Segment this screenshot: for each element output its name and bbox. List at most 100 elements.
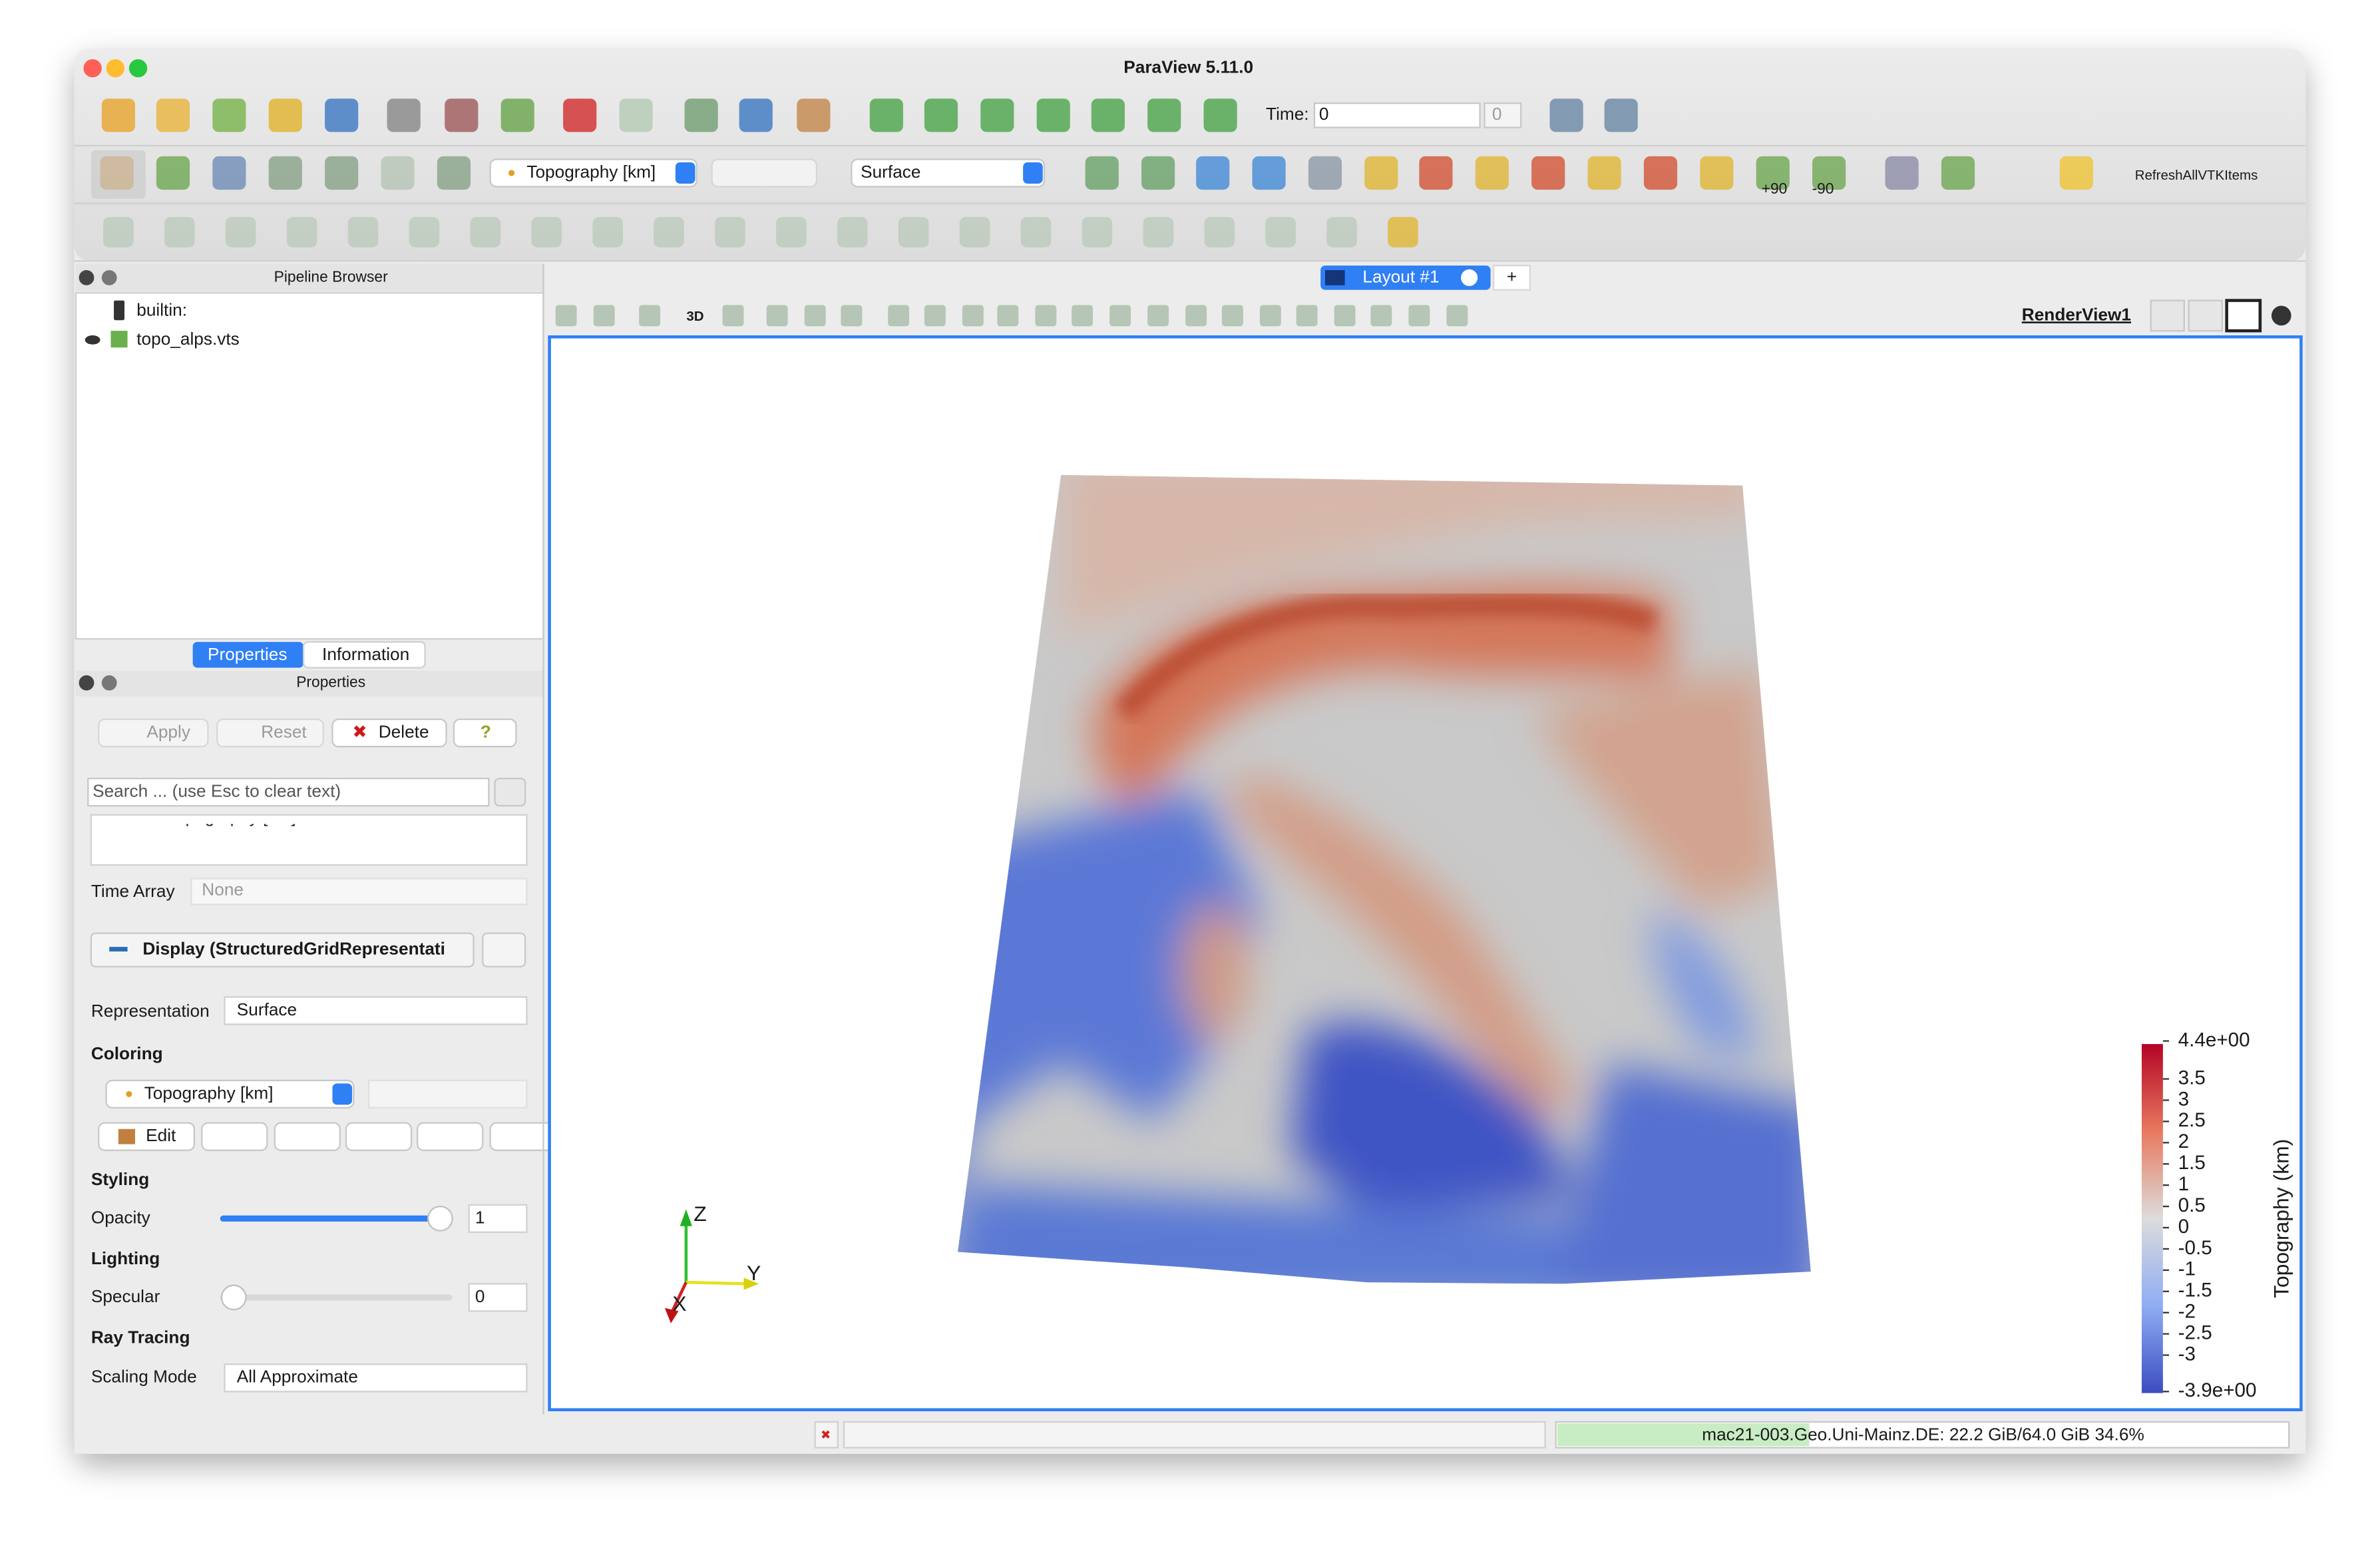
filter-button[interactable] [1082, 217, 1113, 248]
add-tab[interactable] [1492, 264, 1531, 291]
toolbar-button[interactable] [1587, 156, 1621, 190]
filter-button[interactable] [592, 217, 623, 248]
coloring-tool-button[interactable] [417, 1122, 484, 1151]
toolbar-button[interactable] [619, 98, 653, 132]
panel-float[interactable] [101, 269, 117, 285]
view-tool-button[interactable] [1370, 305, 1392, 327]
filter-button[interactable] [715, 217, 745, 248]
view-tool-button[interactable] [1185, 305, 1207, 327]
layout-tab[interactable] [1320, 265, 1491, 290]
minimize-button[interactable] [106, 59, 125, 78]
panel-float[interactable] [101, 675, 117, 691]
filter-button[interactable] [654, 217, 684, 248]
toolbar-button[interactable] [381, 156, 415, 190]
refresh-button[interactable]: RefreshAllVTKItems [2135, 168, 2258, 183]
tab-close[interactable] [1461, 269, 1478, 286]
filter-button[interactable] [837, 217, 868, 248]
delete-button[interactable] [331, 718, 447, 748]
view-tool-button[interactable] [1035, 305, 1057, 327]
toolbar-button[interactable] [1531, 156, 1565, 190]
view-tool-button[interactable] [722, 305, 744, 327]
view-tool-button[interactable] [1408, 305, 1430, 327]
slider-handle[interactable] [427, 1205, 453, 1232]
toolbar-button[interactable] [156, 98, 190, 132]
view-tool-button[interactable] [593, 305, 615, 327]
toolbar-button[interactable] [2059, 156, 2093, 190]
view-tool-button[interactable] [962, 305, 984, 327]
settings-button[interactable] [494, 777, 526, 807]
view-tool-button[interactable] [555, 305, 577, 327]
toolbar-button[interactable] [1549, 98, 1583, 132]
filter-button[interactable] [1326, 217, 1357, 248]
coloring-combobox[interactable] [105, 1079, 355, 1109]
slider-handle[interactable] [220, 1284, 247, 1311]
close-view-button[interactable] [2271, 305, 2291, 326]
component-combobox[interactable] [711, 158, 818, 188]
close-button[interactable] [83, 59, 102, 78]
abort-button[interactable] [814, 1421, 839, 1449]
toolbar-button[interactable] [924, 98, 958, 132]
view-tool-button[interactable] [804, 305, 826, 327]
pipeline-item[interactable]: topo_alps.vts [136, 329, 239, 349]
help-button[interactable] [453, 718, 517, 748]
time-index-spin[interactable] [1484, 102, 1522, 128]
toolbar-button[interactable] [739, 98, 773, 132]
toolbar-button[interactable] [1308, 156, 1342, 190]
toolbar-button[interactable] [1941, 156, 1975, 190]
opacity-field[interactable] [468, 1204, 528, 1234]
toolbar-button[interactable] [1812, 156, 1846, 190]
filter-button[interactable] [470, 217, 501, 248]
toolbar-button[interactable] [1364, 156, 1398, 190]
tab-active[interactable] [192, 641, 304, 668]
view-tool-button[interactable] [1334, 305, 1356, 327]
view-tool-button[interactable] [924, 305, 946, 327]
time-array-combo[interactable] [190, 878, 528, 906]
maximize-button[interactable] [2225, 299, 2262, 333]
coloring-tool-button[interactable] [201, 1122, 268, 1151]
mode-button[interactable]: 3D [686, 309, 703, 324]
opacity-slider-track[interactable] [220, 1215, 441, 1222]
toolbar-button[interactable] [268, 156, 302, 190]
toolbar-button[interactable] [1252, 156, 1286, 190]
view-tool-button[interactable] [1446, 305, 1468, 327]
view-tool-button[interactable] [997, 305, 1019, 327]
toolbar-button[interactable] [500, 98, 534, 132]
view-tool-button[interactable] [766, 305, 788, 327]
view-tool-button[interactable] [1259, 305, 1281, 327]
toolbar-button[interactable] [1091, 98, 1125, 132]
panel-close[interactable] [79, 675, 95, 691]
time-input[interactable] [1313, 102, 1481, 128]
view-tool-button[interactable] [1296, 305, 1318, 327]
filter-button[interactable] [776, 217, 807, 248]
toolbar-button[interactable] [387, 98, 421, 132]
specular-field[interactable] [468, 1283, 528, 1312]
filter-button[interactable] [225, 217, 256, 248]
toolbar-button[interactable] [1475, 156, 1509, 190]
section-toggle[interactable] [90, 932, 475, 967]
toolbar-button[interactable] [156, 156, 190, 190]
toolbar-button[interactable] [1700, 156, 1734, 190]
view-tool-button[interactable] [888, 305, 910, 327]
representation-field[interactable] [224, 996, 528, 1025]
coloring-tool-button[interactable] [274, 1122, 341, 1151]
filter-button[interactable] [347, 217, 379, 248]
toolbar-button[interactable] [1203, 98, 1237, 132]
filter-button[interactable] [1388, 217, 1418, 248]
toolbar-button[interactable] [212, 156, 246, 190]
toolbar-button[interactable] [1147, 98, 1181, 132]
toolbar-button[interactable] [1643, 156, 1678, 190]
filter-button[interactable] [1265, 217, 1296, 248]
panel-close[interactable] [79, 269, 95, 285]
filter-button[interactable] [1204, 217, 1235, 248]
component-combobox[interactable] [368, 1079, 528, 1109]
toolbar-button[interactable] [1085, 156, 1119, 190]
filter-button[interactable] [1020, 217, 1052, 248]
toolbar-button[interactable] [1604, 98, 1638, 132]
toolbar-button[interactable] [684, 98, 718, 132]
representation-combobox[interactable] [851, 158, 1046, 188]
toolbar-button[interactable] [1036, 98, 1070, 132]
coloring-tool-button[interactable] [489, 1122, 556, 1151]
filter-button[interactable] [1143, 217, 1174, 248]
view-tool-button[interactable] [1109, 305, 1131, 327]
view-tool-button[interactable] [1072, 305, 1093, 327]
